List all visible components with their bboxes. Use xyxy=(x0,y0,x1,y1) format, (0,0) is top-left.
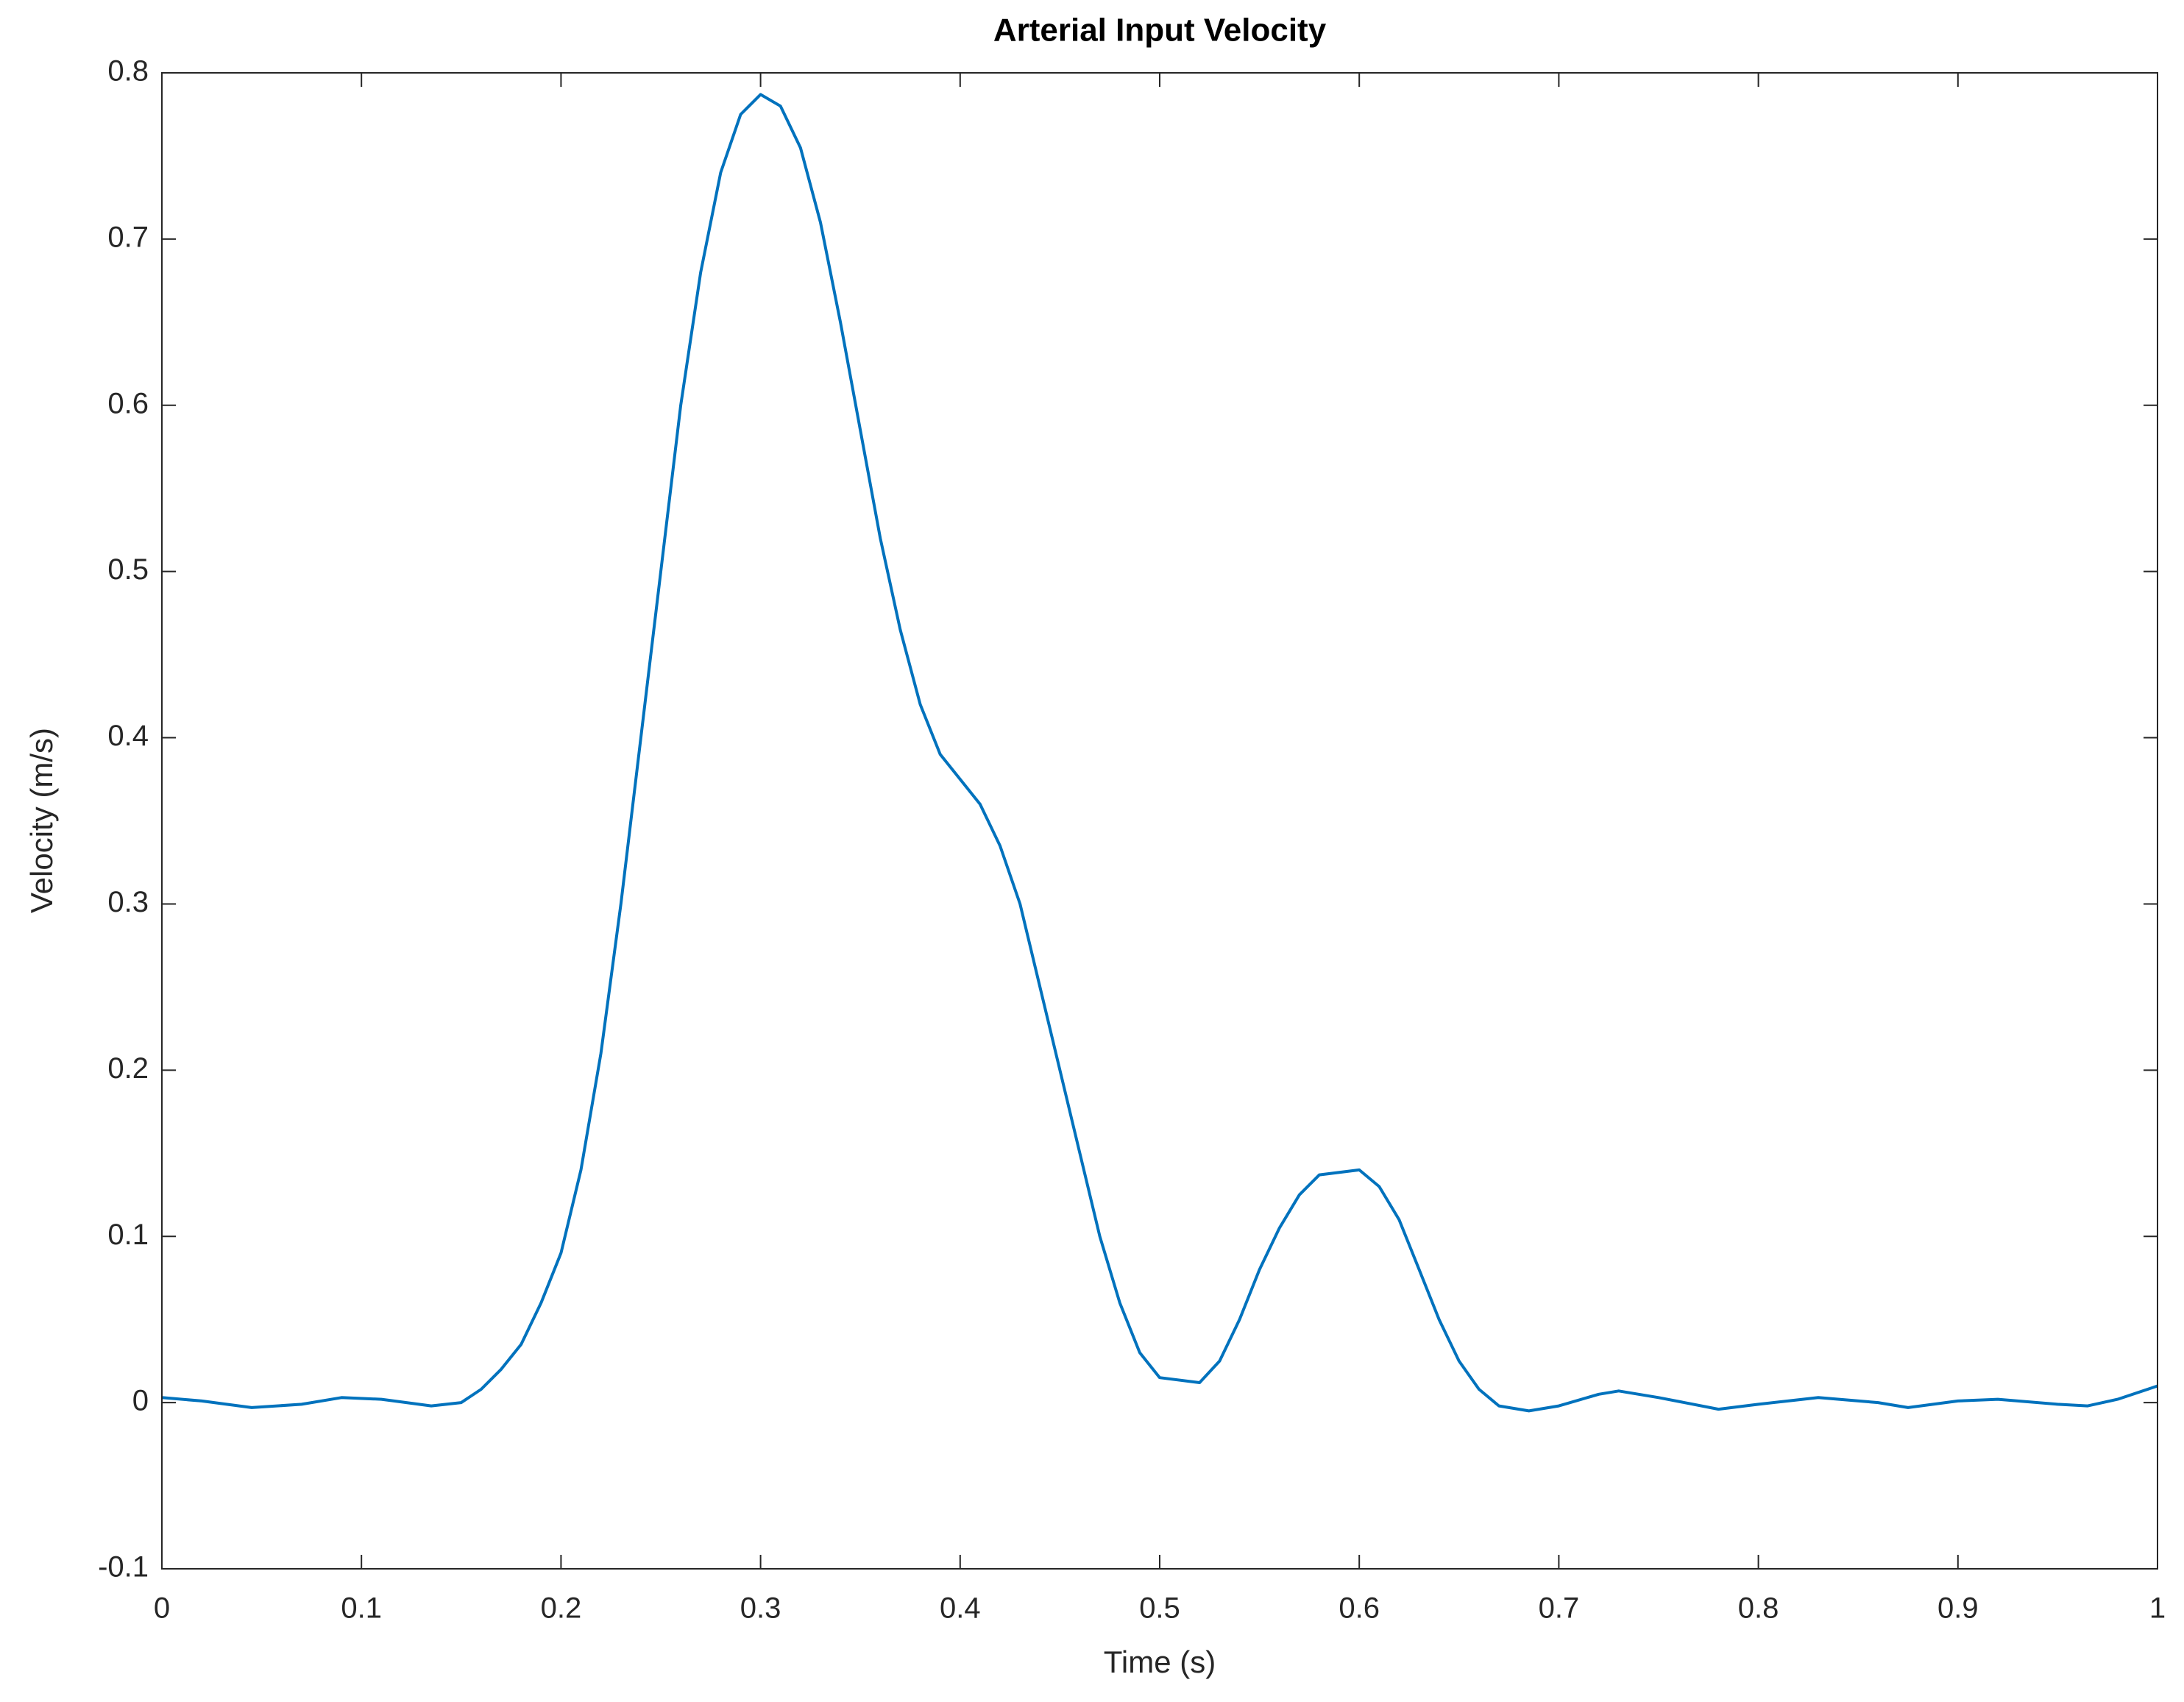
y-tick-label: 0 xyxy=(132,1385,149,1417)
x-tick-label: 0.3 xyxy=(740,1592,781,1625)
y-tick-label: 0.5 xyxy=(107,553,149,586)
y-axis-label: Velocity (m/s) xyxy=(24,728,59,913)
x-tick-label: 0 xyxy=(154,1592,170,1625)
y-tick-label: 0.2 xyxy=(107,1052,149,1085)
y-tick-label: 0.8 xyxy=(107,55,149,88)
x-tick-label: 1 xyxy=(2149,1592,2166,1625)
data-line xyxy=(161,93,2158,1413)
y-tick-label: -0.1 xyxy=(98,1551,149,1584)
x-axis-label: Time (s) xyxy=(1104,1645,1216,1679)
chart-title: Arterial Input Velocity xyxy=(993,13,1327,49)
x-tick-label: 0.4 xyxy=(940,1592,981,1625)
x-tick-label: 0.2 xyxy=(541,1592,582,1625)
x-tick-label: 0.9 xyxy=(1937,1592,1979,1625)
x-tick-label: 0.6 xyxy=(1339,1592,1380,1625)
axes-box xyxy=(161,72,2158,1570)
x-tick-label: 0.5 xyxy=(1139,1592,1180,1625)
x-tick-label: 0.8 xyxy=(1738,1592,1779,1625)
plot-area xyxy=(162,73,2158,1569)
x-tick-label: 0.1 xyxy=(341,1592,382,1625)
y-tick-label: 0.3 xyxy=(107,886,149,918)
y-tick-label: 0.4 xyxy=(107,720,149,752)
y-tick-label: 0.7 xyxy=(107,221,149,253)
x-tick-label: 0.7 xyxy=(1539,1592,1580,1625)
y-tick-label: 0.6 xyxy=(107,387,149,419)
y-tick-label: 0.1 xyxy=(107,1219,149,1251)
